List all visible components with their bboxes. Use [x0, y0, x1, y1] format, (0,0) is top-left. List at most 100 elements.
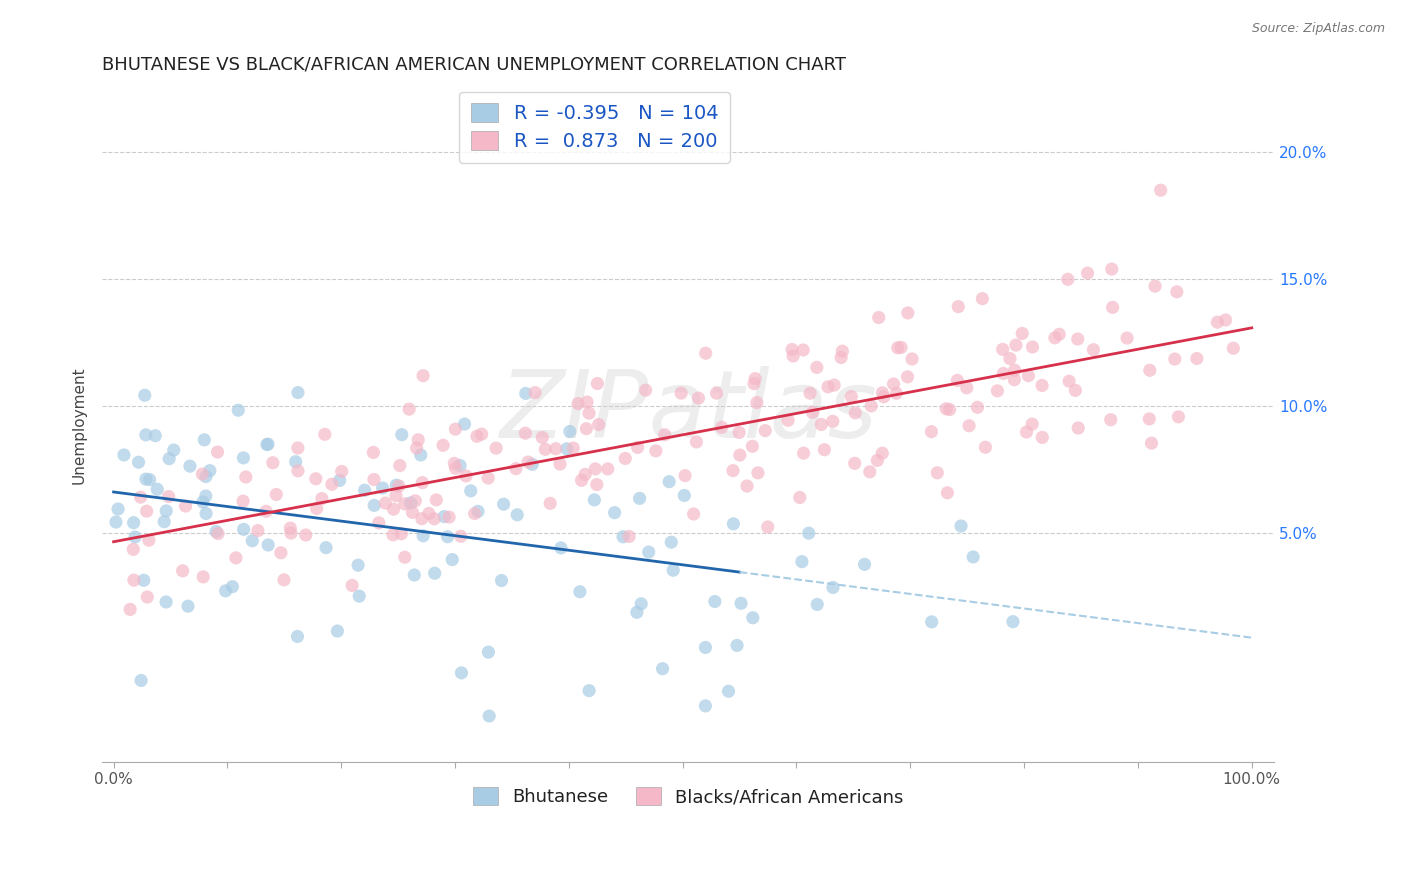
- Point: [515, 386, 537, 401]
- Point: [612, 530, 634, 544]
- Point: [576, 395, 599, 409]
- Point: [578, 406, 600, 420]
- Point: [790, 555, 813, 569]
- Point: [810, 417, 832, 432]
- Point: [478, 709, 501, 723]
- Point: [146, 483, 169, 497]
- Point: [254, 504, 277, 518]
- Point: [974, 440, 997, 454]
- Point: [287, 630, 309, 644]
- Point: [315, 541, 337, 555]
- Point: [575, 422, 598, 436]
- Point: [363, 499, 385, 513]
- Point: [793, 446, 815, 460]
- Point: [844, 406, 866, 420]
- Point: [966, 401, 988, 415]
- Point: [872, 385, 894, 400]
- Point: [1206, 315, 1229, 329]
- Point: [405, 441, 427, 455]
- Point: [207, 526, 229, 541]
- Point: [585, 477, 607, 491]
- Point: [741, 439, 763, 453]
- Point: [817, 380, 839, 394]
- Point: [801, 405, 824, 419]
- Point: [135, 427, 157, 442]
- Point: [329, 474, 352, 488]
- Point: [492, 497, 515, 511]
- Point: [831, 344, 853, 359]
- Point: [1150, 183, 1173, 197]
- Point: [443, 456, 465, 470]
- Point: [682, 507, 704, 521]
- Point: [1056, 272, 1078, 286]
- Point: [363, 445, 385, 459]
- Point: [728, 448, 751, 462]
- Point: [246, 524, 269, 538]
- Point: [129, 490, 152, 504]
- Point: [485, 441, 508, 455]
- Point: [454, 469, 477, 483]
- Point: [515, 426, 537, 441]
- Point: [695, 346, 717, 360]
- Point: [287, 441, 309, 455]
- Point: [1139, 363, 1161, 377]
- Point: [107, 502, 129, 516]
- Point: [821, 414, 844, 428]
- Point: [1002, 373, 1025, 387]
- Point: [193, 433, 215, 447]
- Point: [477, 471, 499, 485]
- Point: [603, 506, 626, 520]
- Point: [859, 465, 882, 479]
- Point: [138, 473, 160, 487]
- Point: [330, 465, 353, 479]
- Point: [659, 535, 682, 549]
- Point: [901, 351, 924, 366]
- Point: [270, 546, 292, 560]
- Point: [1005, 338, 1028, 352]
- Point: [143, 428, 166, 442]
- Point: [574, 467, 596, 482]
- Point: [262, 456, 284, 470]
- Point: [122, 573, 145, 587]
- Point: [157, 451, 180, 466]
- Point: [936, 485, 959, 500]
- Point: [578, 683, 600, 698]
- Point: [155, 504, 177, 518]
- Point: [294, 528, 316, 542]
- Point: [1099, 413, 1122, 427]
- Point: [562, 441, 585, 455]
- Point: [305, 472, 328, 486]
- Point: [257, 538, 280, 552]
- Point: [948, 300, 970, 314]
- Point: [873, 390, 896, 404]
- Point: [626, 605, 648, 619]
- Point: [938, 402, 960, 417]
- Point: [433, 509, 456, 524]
- Point: [491, 574, 513, 588]
- Point: [1167, 409, 1189, 424]
- Point: [412, 529, 434, 543]
- Point: [789, 491, 811, 505]
- Point: [745, 395, 768, 409]
- Point: [1116, 331, 1139, 345]
- Point: [723, 516, 745, 531]
- Point: [394, 497, 416, 511]
- Point: [806, 598, 828, 612]
- Point: [524, 385, 547, 400]
- Point: [644, 443, 666, 458]
- Point: [725, 639, 748, 653]
- Point: [124, 530, 146, 544]
- Point: [467, 504, 489, 518]
- Point: [284, 455, 307, 469]
- Point: [685, 434, 707, 449]
- Point: [112, 448, 135, 462]
- Point: [432, 438, 454, 452]
- Point: [398, 402, 420, 417]
- Point: [257, 437, 280, 451]
- Point: [993, 367, 1015, 381]
- Point: [588, 417, 610, 432]
- Point: [754, 424, 776, 438]
- Point: [866, 453, 889, 467]
- Point: [465, 429, 488, 443]
- Point: [673, 468, 696, 483]
